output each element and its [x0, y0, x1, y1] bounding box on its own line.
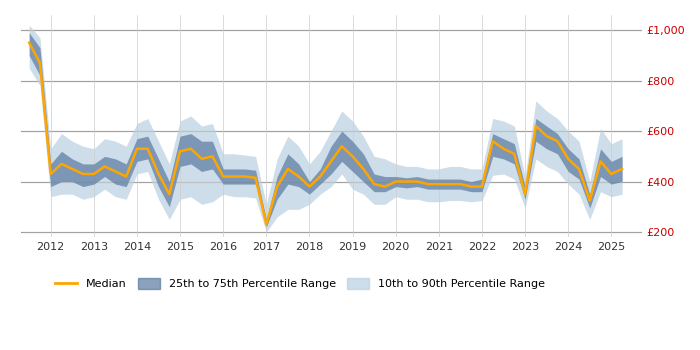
Legend: Median, 25th to 75th Percentile Range, 10th to 90th Percentile Range: Median, 25th to 75th Percentile Range, 1… [50, 273, 550, 294]
